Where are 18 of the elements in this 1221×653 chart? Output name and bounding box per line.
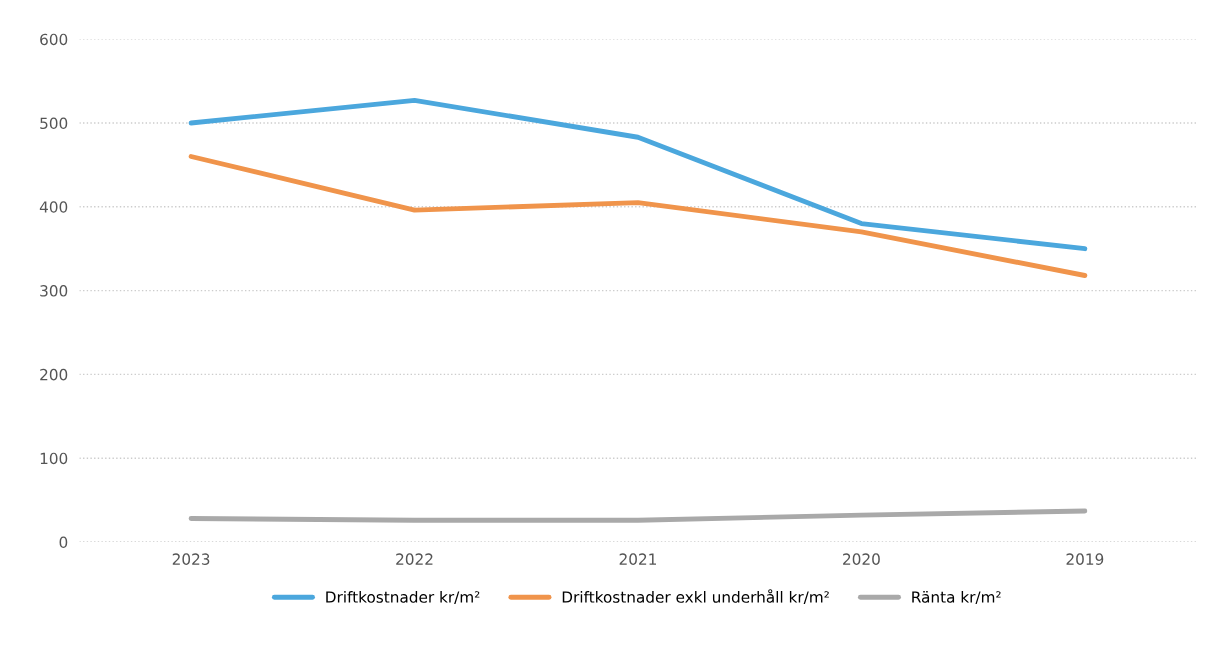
x-tick-label: 2023	[172, 553, 210, 565]
line-series	[188, 97, 1088, 252]
y-tick-label: 100	[40, 452, 68, 465]
legend-label: Driftkostnader kr/m²	[326, 590, 480, 605]
legend-label: Driftkostnader exkl underhåll kr/m²	[562, 589, 829, 605]
y-tick-label: 0	[59, 536, 68, 549]
y-tick-label: 200	[40, 368, 68, 381]
line-series	[188, 154, 1088, 278]
legend-label: Ränta kr/m²	[912, 590, 1001, 605]
x-tick-label: 2020	[843, 553, 880, 565]
x-tick-label: 2021	[619, 553, 656, 565]
line-series	[188, 508, 1088, 523]
y-tick-label: 300	[40, 285, 68, 297]
x-tick-label: 2019	[1066, 553, 1104, 565]
x-tick-label: 2022	[396, 553, 433, 565]
y-tick-label: 600	[40, 33, 68, 46]
y-tick-label: 500	[40, 117, 68, 129]
y-tick-label: 400	[39, 201, 68, 213]
